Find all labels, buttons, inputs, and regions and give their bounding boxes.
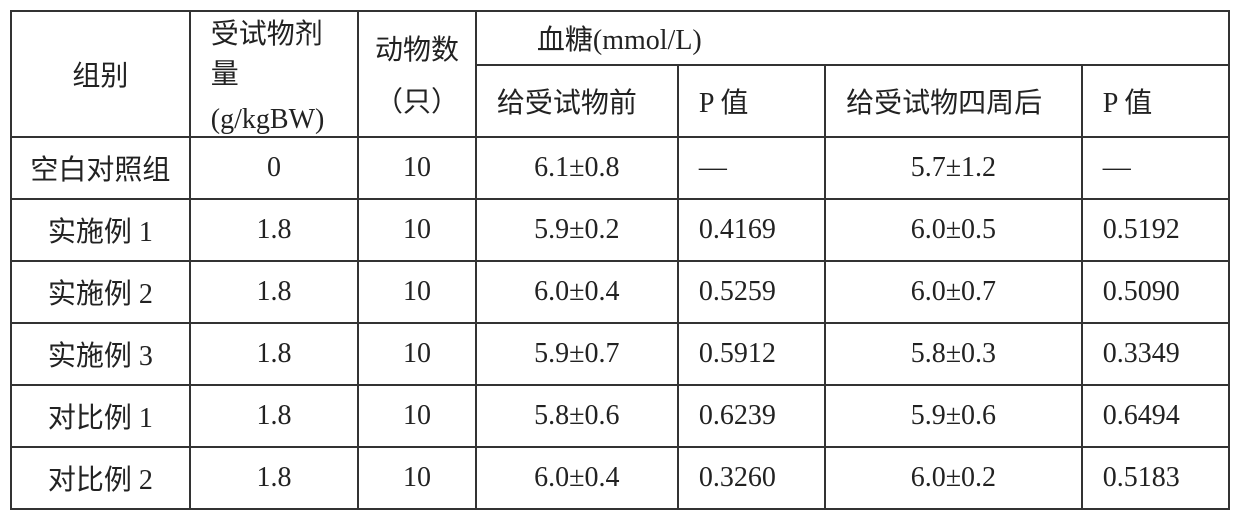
cell-animal: 10 [358,447,476,509]
cell-group: 对比例 1 [11,385,190,447]
cell-p2: 0.3349 [1082,323,1229,385]
cell-after: 6.0±0.5 [825,199,1082,261]
cell-dose: 1.8 [190,447,358,509]
cell-dose: 1.8 [190,261,358,323]
col-header-group: 组别 [11,11,190,137]
table-row: 对比例 11.8105.8±0.60.62395.9±0.60.6494 [11,385,1229,447]
cell-group: 对比例 2 [11,447,190,509]
cell-before: 6.0±0.4 [476,261,678,323]
col-header-animal: 动物数 （只） [358,11,476,137]
cell-animal: 10 [358,323,476,385]
cell-before: 5.9±0.7 [476,323,678,385]
cell-p1: 0.5259 [678,261,825,323]
cell-before: 6.1±0.8 [476,137,678,199]
table-row: 空白对照组0106.1±0.8—5.7±1.2— [11,137,1229,199]
cell-animal: 10 [358,199,476,261]
cell-dose: 1.8 [190,385,358,447]
cell-p1: 0.4169 [678,199,825,261]
cell-p2: — [1082,137,1229,199]
cell-group: 空白对照组 [11,137,190,199]
cell-animal: 10 [358,137,476,199]
col-header-before: 给受试物前 [476,65,678,137]
cell-group: 实施例 1 [11,199,190,261]
cell-after: 5.7±1.2 [825,137,1082,199]
table-body: 空白对照组0106.1±0.8—5.7±1.2—实施例 11.8105.9±0.… [11,137,1229,509]
table-row: 实施例 21.8106.0±0.40.52596.0±0.70.5090 [11,261,1229,323]
cell-p1: 0.6239 [678,385,825,447]
cell-group: 实施例 3 [11,323,190,385]
data-table-container: 组别 受试物剂量 (g/kgBW) 动物数 （只） 血糖(mmol/L) 给受试… [10,10,1230,510]
table-header-row-1: 组别 受试物剂量 (g/kgBW) 动物数 （只） 血糖(mmol/L) [11,11,1229,65]
col-header-dose-line1: 受试物剂量 [211,12,345,92]
cell-p1: 0.3260 [678,447,825,509]
col-header-animal-line1: 动物数 [371,28,463,68]
col-header-animal-line2: （只） [371,80,463,120]
cell-dose: 1.8 [190,323,358,385]
cell-p1: 0.5912 [678,323,825,385]
cell-before: 5.9±0.2 [476,199,678,261]
cell-group: 实施例 2 [11,261,190,323]
cell-animal: 10 [358,385,476,447]
col-header-dose: 受试物剂量 (g/kgBW) [190,11,358,137]
col-header-p1: P 值 [678,65,825,137]
cell-before: 6.0±0.4 [476,447,678,509]
cell-p2: 0.5192 [1082,199,1229,261]
table-row: 实施例 31.8105.9±0.70.59125.8±0.30.3349 [11,323,1229,385]
col-header-after: 给受试物四周后 [825,65,1082,137]
table-row: 实施例 11.8105.9±0.20.41696.0±0.50.5192 [11,199,1229,261]
cell-after: 5.8±0.3 [825,323,1082,385]
cell-before: 5.8±0.6 [476,385,678,447]
cell-after: 6.0±0.2 [825,447,1082,509]
cell-animal: 10 [358,261,476,323]
col-header-dose-line2: (g/kgBW) [211,104,345,136]
col-header-p2: P 值 [1082,65,1229,137]
blood-sugar-table: 组别 受试物剂量 (g/kgBW) 动物数 （只） 血糖(mmol/L) 给受试… [10,10,1230,510]
col-header-blood: 血糖(mmol/L) [476,11,1229,65]
cell-dose: 1.8 [190,199,358,261]
cell-p2: 0.6494 [1082,385,1229,447]
table-row: 对比例 21.8106.0±0.40.32606.0±0.20.5183 [11,447,1229,509]
cell-dose: 0 [190,137,358,199]
cell-p2: 0.5183 [1082,447,1229,509]
cell-p1: — [678,137,825,199]
cell-p2: 0.5090 [1082,261,1229,323]
cell-after: 5.9±0.6 [825,385,1082,447]
cell-after: 6.0±0.7 [825,261,1082,323]
